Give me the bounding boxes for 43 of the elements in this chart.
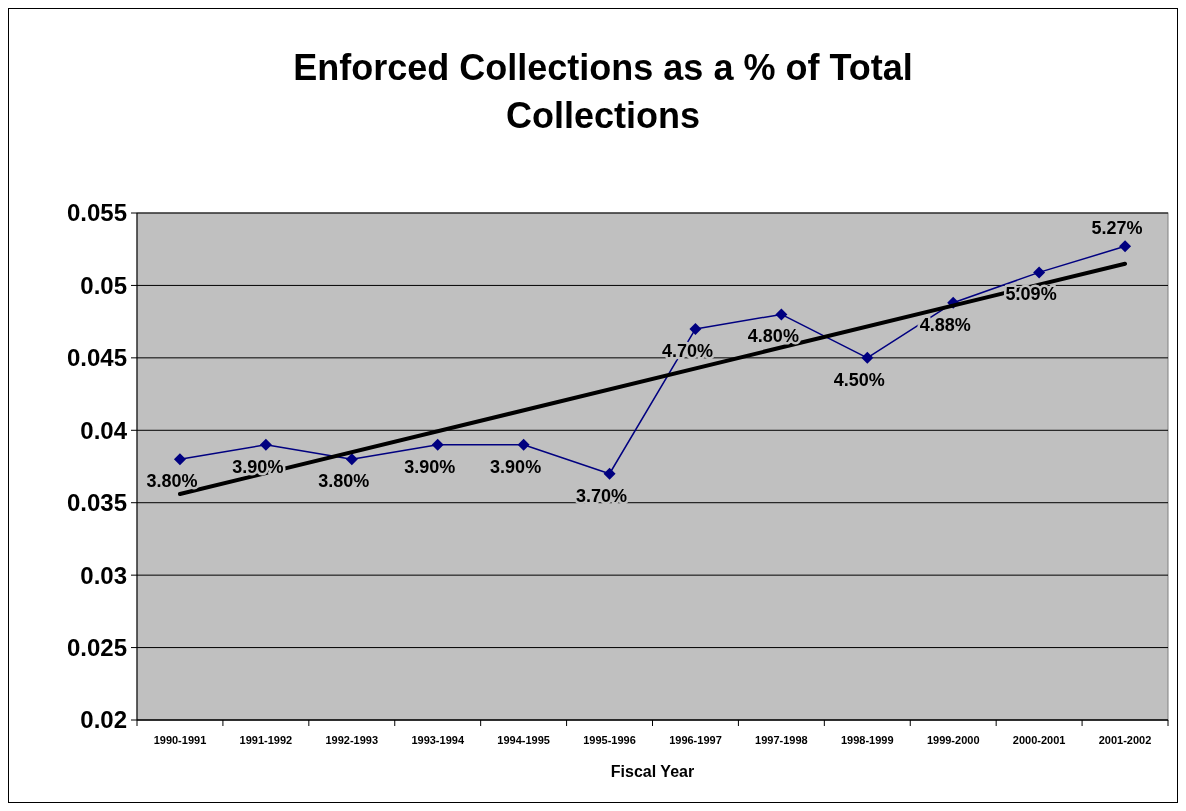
point [775,308,788,321]
point [1119,240,1132,253]
x-tick-label: 2000-2001 [1012,734,1066,746]
y-tick-label: 0.02 [80,706,127,734]
point [345,453,358,466]
point [689,322,702,335]
y-tick-label: 0.03 [80,561,127,589]
data-label: 4.50% [833,369,885,390]
data-label: 4.80% [747,326,799,347]
x-tick-label: 1995-1996 [583,734,636,746]
point [1033,266,1046,279]
y-tick-label: 0.055 [66,199,127,227]
x-tick-label: 1997-1998 [755,734,808,746]
data-label: 3.80% [146,471,198,492]
x-tick-label: 1999-2000 [926,734,980,746]
x-axis-title: Fiscal Year [610,763,695,780]
data-label: 4.88% [919,314,971,335]
data-label: 3.70% [576,485,628,506]
y-tick-label: 0.035 [66,489,127,517]
point [173,453,186,466]
x-tick-label: 1993-1994 [411,734,465,746]
x-tick-label: 2001-2002 [1098,734,1152,746]
data-label: 3.90% [232,456,284,477]
y-tick-label: 0.05 [80,271,127,299]
x-tick-label: 1998-1999 [840,734,894,746]
point [259,438,272,451]
data-label: 3.90% [490,456,542,477]
chart-title: Enforced Collections as a % of Total Collections [293,47,913,136]
point [517,438,530,451]
x-tick-label: 1991-1992 [239,734,293,746]
point [431,438,444,451]
y-tick-label: 0.04 [80,416,128,444]
data-label: 3.90% [404,456,456,477]
x-tick-label: 1996-1997 [669,734,722,746]
y-tick-label: 0.045 [66,344,127,372]
x-tick-label: 1990-1991 [153,734,207,746]
x-tick-label: 1992-1993 [325,734,379,746]
data-label: 5.27% [1091,218,1143,239]
point [861,351,874,364]
point [603,467,616,480]
y-tick-label: 0.025 [66,633,127,661]
x-tick-label: 1994-1995 [497,734,550,746]
data-label: 3.80% [318,471,370,492]
